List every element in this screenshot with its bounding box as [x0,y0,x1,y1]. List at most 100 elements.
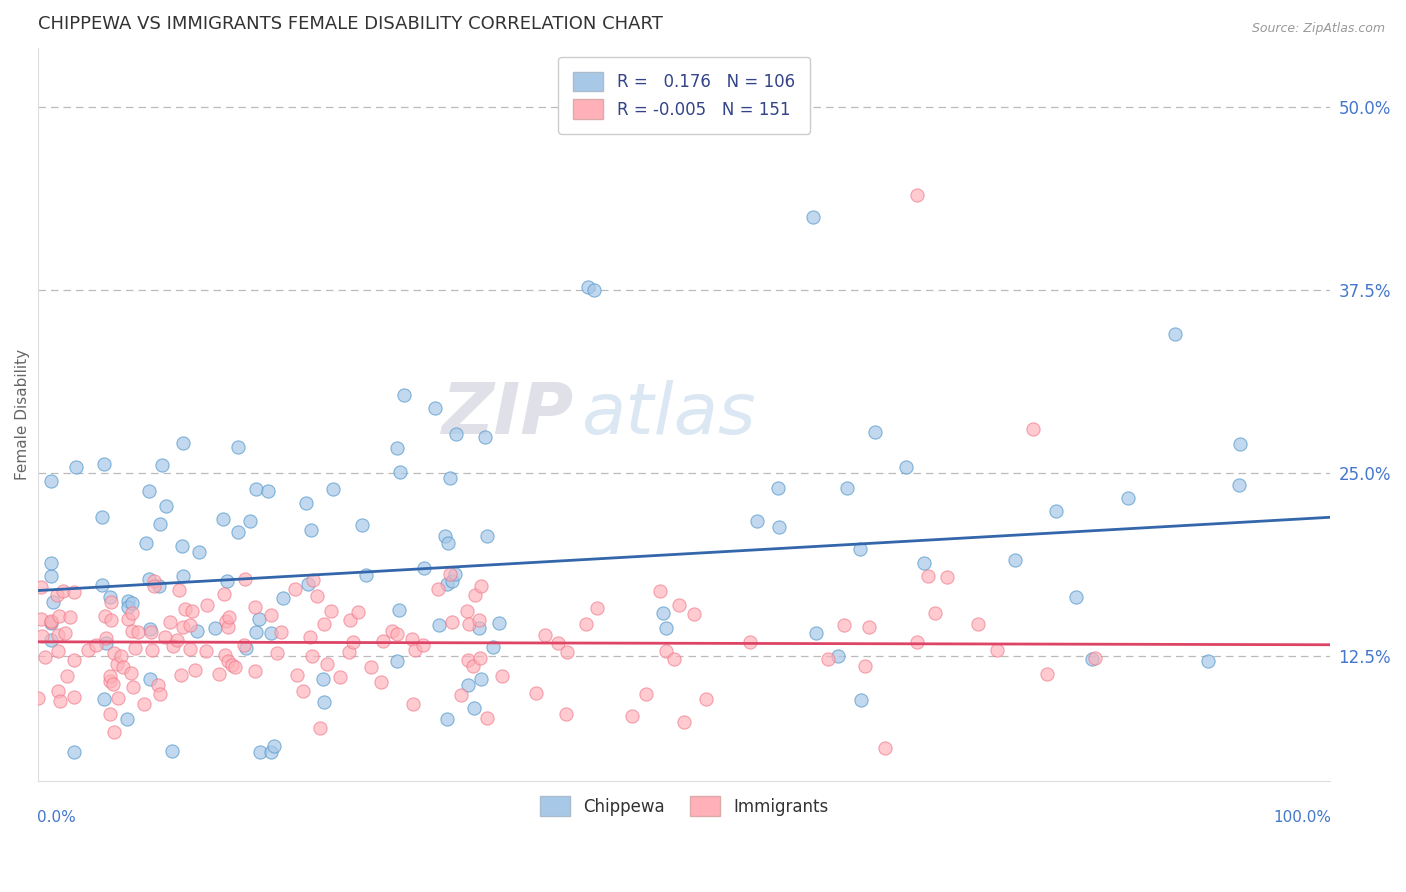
Point [322,483,344,497]
Point [226,440,249,454]
Point [986,643,1008,657]
Point [49,693,72,707]
Point [48,609,70,624]
Point [935,570,957,584]
Point [295,496,318,510]
Point [342,635,364,649]
Point [233,638,256,652]
Point [849,693,872,707]
Point [62,745,84,759]
Point [292,683,315,698]
Point [41,595,63,609]
Point [329,670,352,684]
Point [457,652,479,666]
Point [245,625,267,640]
Point [53,626,76,640]
Point [93,691,115,706]
Point [217,654,239,668]
Point [392,388,415,402]
Point [30,580,52,594]
Point [894,460,917,475]
Point [235,640,257,655]
Point [620,709,643,723]
Point [100,594,122,608]
Point [285,668,308,682]
Point [401,632,423,646]
Point [284,582,307,596]
Point [270,624,292,639]
Point [439,471,461,485]
Point [245,600,267,615]
Point [575,617,598,632]
Text: CHIPPEWA VS IMMIGRANTS FEMALE DISABILITY CORRELATION CHART: CHIPPEWA VS IMMIGRANTS FEMALE DISABILITY… [38,15,664,33]
Point [673,715,696,730]
Point [440,574,463,589]
Point [381,624,404,638]
Point [482,640,505,654]
Point [30,612,52,626]
Point [682,607,704,622]
Point [412,638,434,652]
Point [450,688,472,702]
Point [444,427,467,442]
Point [371,634,394,648]
Point [534,628,557,642]
Text: Source: ZipAtlas.com: Source: ZipAtlas.com [1251,22,1385,36]
Point [423,401,446,415]
Point [316,657,339,671]
Point [474,430,496,444]
Point [103,646,125,660]
Point [464,588,486,602]
Point [863,425,886,439]
Point [46,683,69,698]
Point [224,659,246,673]
Point [107,691,129,706]
Point [135,535,157,549]
Point [214,648,236,662]
Point [63,690,86,705]
Point [441,615,464,629]
Point [39,615,62,630]
Point [98,673,121,688]
Point [138,484,160,499]
Point [124,641,146,656]
Point [100,613,122,627]
Text: ZIP: ZIP [441,380,575,450]
Point [429,618,451,632]
Point [59,609,82,624]
Point [299,630,322,644]
Point [1197,654,1219,668]
Point [488,615,510,630]
Point [1164,327,1187,342]
Point [217,574,239,588]
Point [138,572,160,586]
Point [439,567,461,582]
Point [654,621,676,635]
Point [827,648,849,663]
Point [475,710,498,724]
Point [34,650,56,665]
Point [149,687,172,701]
Point [299,523,322,537]
Point [238,514,260,528]
Point [463,658,485,673]
Point [174,602,197,616]
Point [309,721,332,735]
Point [39,556,62,570]
Point [101,677,124,691]
Point [436,712,458,726]
Point [84,638,107,652]
Point [436,577,458,591]
Point [738,635,761,649]
Point [370,675,392,690]
Point [468,621,491,635]
Point [245,482,267,496]
Point [98,706,121,721]
Point [427,582,450,596]
Point [233,573,256,587]
Point [195,598,218,612]
Point [456,604,478,618]
Point [212,512,235,526]
Point [576,280,599,294]
Point [120,666,142,681]
